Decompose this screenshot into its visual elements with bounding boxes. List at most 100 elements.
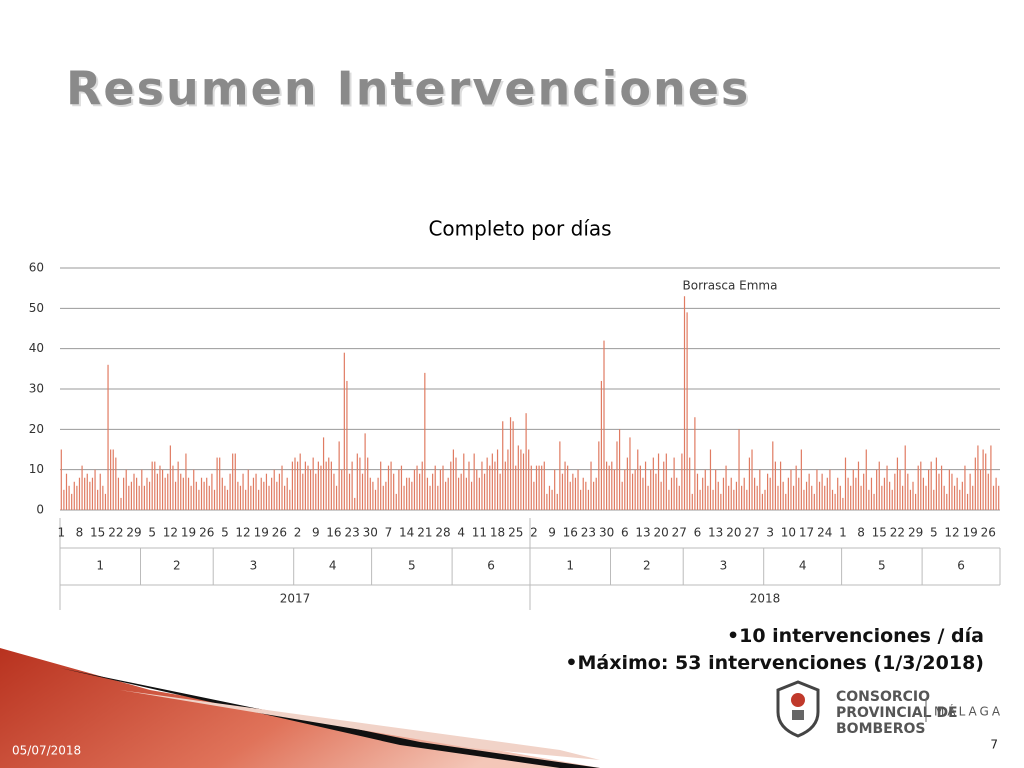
bar (161, 469, 164, 510)
note: •Máximo: 53 intervenciones (1/3/2018) (565, 652, 984, 674)
bar (764, 489, 766, 510)
bar (208, 485, 210, 510)
x-tick-label: 12 (944, 526, 959, 540)
bar (966, 493, 969, 510)
bar (250, 485, 252, 510)
x-tick-label: 2 (294, 526, 302, 540)
bar (99, 473, 101, 510)
bar (608, 465, 610, 510)
bar (909, 489, 912, 510)
bar (289, 489, 291, 510)
bar (406, 477, 408, 510)
decoration (0, 648, 600, 768)
bar (138, 485, 140, 510)
bar (299, 453, 301, 510)
bar (777, 485, 779, 510)
y-tick-label: 0 (36, 503, 44, 517)
bar (317, 461, 319, 510)
bar (912, 481, 914, 510)
x-tick-label: 13 (708, 526, 723, 540)
bar (548, 485, 551, 510)
bar (650, 469, 652, 510)
y-tick-label: 30 (29, 382, 44, 396)
bar (226, 489, 229, 510)
bar (312, 457, 314, 510)
bar (110, 449, 112, 510)
bar (367, 457, 369, 510)
x-tick-label: 29 (126, 526, 141, 540)
bar (447, 477, 449, 510)
bar (143, 485, 145, 510)
bar (120, 497, 122, 510)
logo-text: BOMBEROS (836, 721, 926, 737)
bar (969, 473, 971, 510)
bar (496, 449, 499, 510)
bar (761, 493, 764, 510)
bar (738, 429, 740, 510)
bar (200, 477, 203, 510)
bar (551, 489, 553, 510)
bar (457, 477, 460, 510)
month-label: 5 (878, 559, 886, 573)
bar (694, 417, 696, 510)
x-tick-label: 11 (472, 526, 487, 540)
bar (255, 473, 257, 510)
bar (302, 473, 304, 510)
y-tick-label: 60 (29, 261, 44, 275)
bar (889, 481, 891, 510)
bar (600, 380, 603, 510)
x-tick-label: 8 (857, 526, 865, 540)
bar (655, 473, 657, 510)
bar (522, 453, 525, 510)
bar (296, 461, 299, 510)
bar (117, 477, 120, 510)
bar (224, 485, 226, 510)
bar (390, 461, 392, 510)
x-tick-label: 25 (508, 526, 523, 540)
bar (307, 465, 309, 510)
bar (538, 465, 540, 510)
bar (959, 489, 961, 510)
bar (554, 469, 556, 510)
bar (689, 457, 691, 510)
footer-date: 05/07/2018 (12, 744, 81, 758)
bar (678, 485, 680, 510)
bar (525, 413, 527, 510)
bar (460, 473, 462, 510)
bar (517, 445, 519, 510)
bar (899, 469, 901, 510)
x-tick-label: 30 (363, 526, 378, 540)
bar (216, 457, 218, 510)
bar (917, 465, 919, 510)
bar (556, 493, 558, 510)
x-tick-label: 3 (766, 526, 774, 540)
bar (728, 485, 730, 510)
bar (102, 485, 104, 510)
bar (998, 485, 1000, 510)
bar (681, 453, 683, 510)
bar (920, 461, 922, 510)
x-tick-label: 19 (962, 526, 977, 540)
x-tick-label: 12 (235, 526, 250, 540)
bar (528, 449, 530, 510)
x-tick-label: 30 (599, 526, 614, 540)
x-tick-label: 15 (90, 526, 105, 540)
month-label: 6 (487, 559, 495, 573)
x-tick-label: 19 (181, 526, 196, 540)
bar (445, 481, 447, 510)
bar (943, 485, 945, 510)
bar (491, 453, 493, 510)
year-label: 2017 (280, 592, 311, 606)
bar (86, 473, 88, 510)
bar (382, 485, 384, 510)
bar (167, 473, 169, 510)
bar (543, 461, 545, 510)
x-tick-label: 22 (890, 526, 905, 540)
bar (535, 465, 538, 510)
bar (616, 441, 618, 510)
x-tick-label: 27 (744, 526, 759, 540)
x-tick-label: 14 (399, 526, 414, 540)
x-tick-label: 20 (653, 526, 668, 540)
bar (470, 481, 473, 510)
